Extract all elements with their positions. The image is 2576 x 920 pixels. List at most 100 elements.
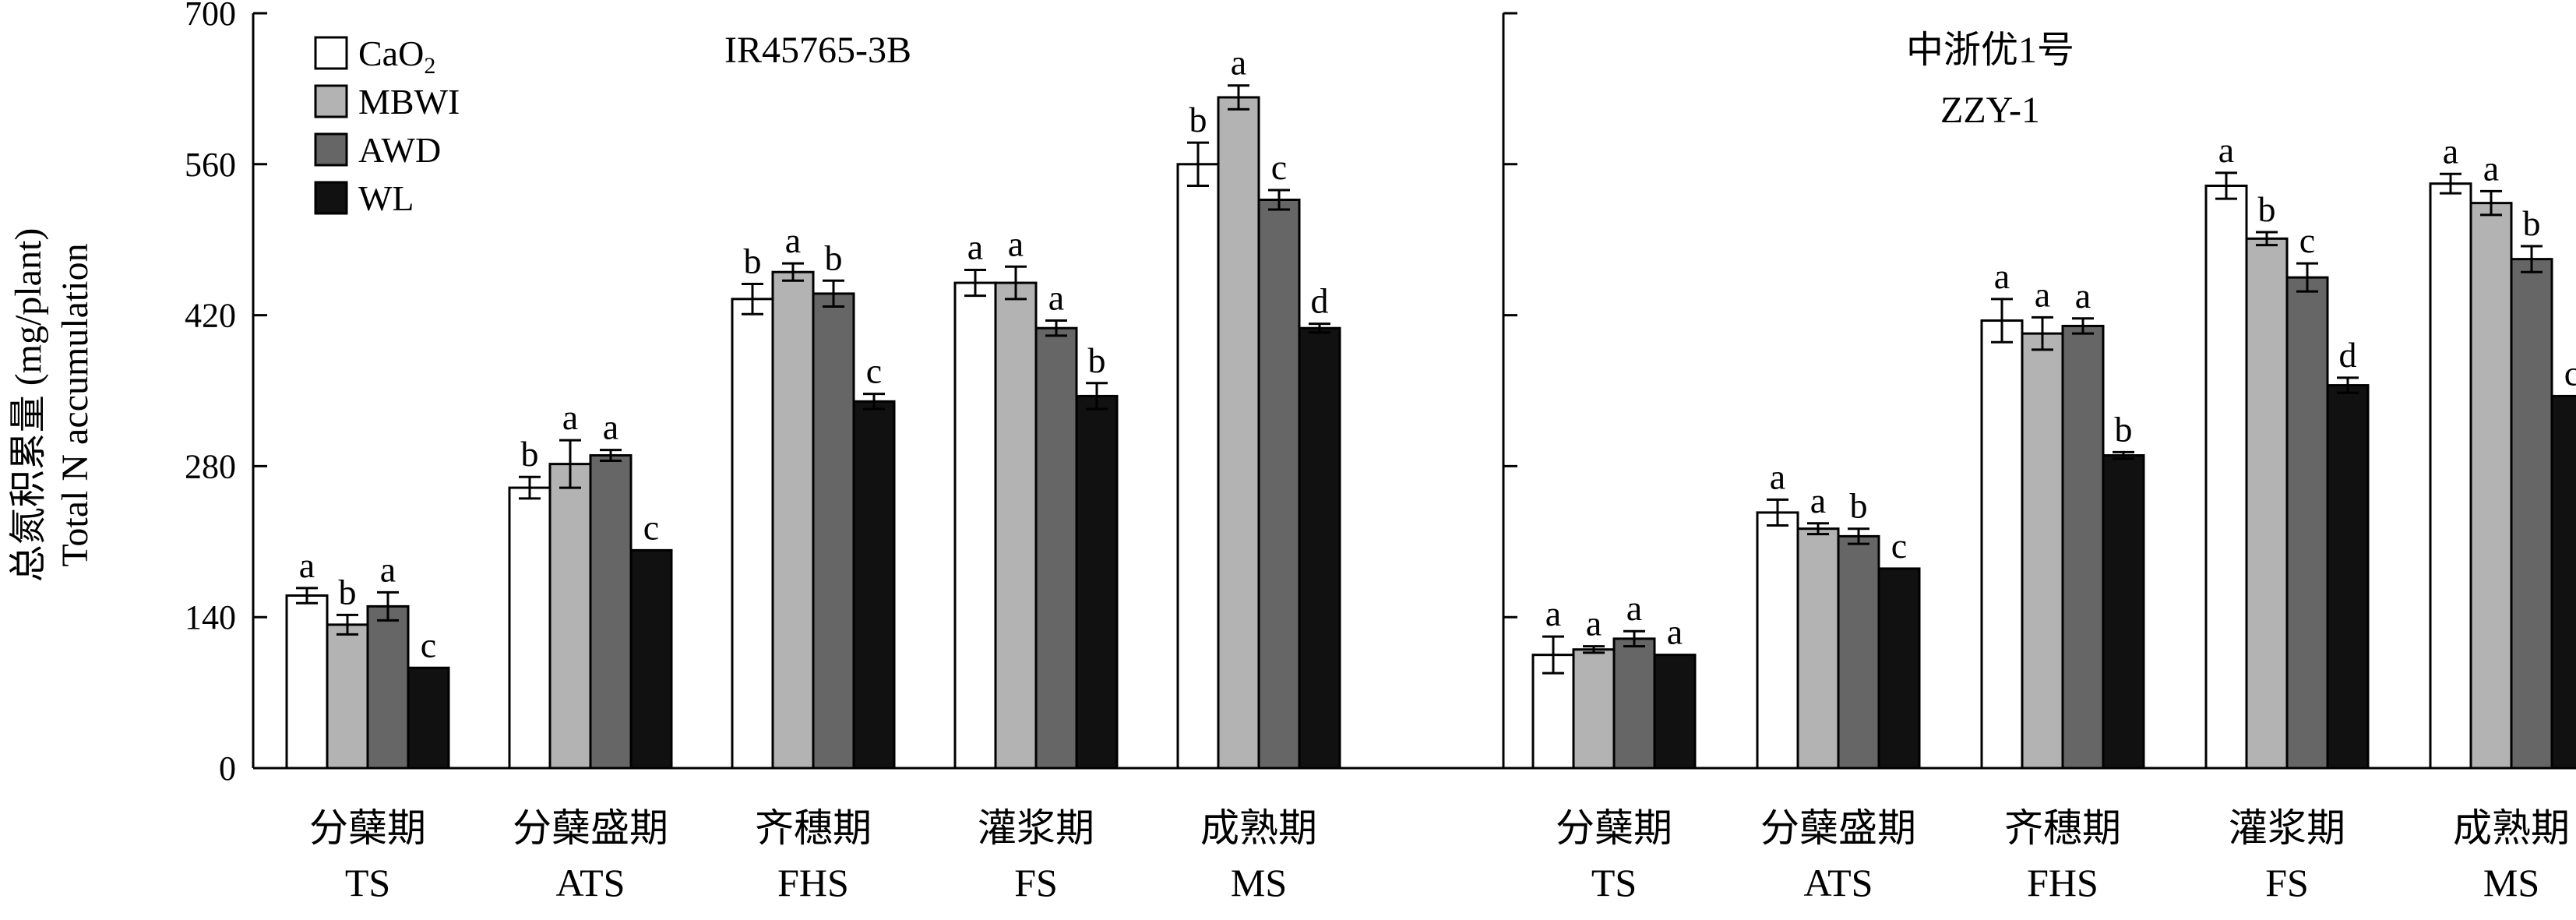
- panel1-bar-awd-ts: [366, 605, 410, 770]
- panel1-category-label-en: MS: [1231, 861, 1287, 904]
- panel1-bar-cao2-ts: [285, 594, 329, 770]
- panel1-significance-letter: c: [643, 507, 659, 547]
- panel1-bar-cao2-fs: [953, 281, 997, 770]
- panel2-bar-awd-ms: [2510, 258, 2553, 770]
- panel1-significance-letter: a: [785, 220, 801, 260]
- panel2-significance-letter: a: [1770, 456, 1785, 496]
- panel2-significance-letter: a: [1667, 612, 1683, 652]
- panel2-significance-letter: b: [2258, 189, 2276, 229]
- panel2-category-label-cn: 分蘖盛期: [1760, 806, 1916, 850]
- y-tick-label: 560: [185, 146, 236, 184]
- panel1-significance-letter: a: [562, 397, 578, 437]
- panel1-category-label-en: FS: [1014, 861, 1058, 904]
- y-tick-label: 700: [185, 0, 236, 33]
- panel2-bar-wl-ts: [1653, 654, 1697, 770]
- panel1-significance-letter: d: [1311, 281, 1329, 321]
- panel1-category-label-cn: 分蘖盛期: [513, 806, 668, 850]
- panel1-significance-letter: b: [1088, 340, 1106, 380]
- panel1-significance-letter: a: [1008, 224, 1024, 263]
- legend-label-1: MBWI: [358, 82, 460, 122]
- panel2-significance-letter: a: [1810, 481, 1826, 520]
- panel1-category-label-en: FHS: [777, 861, 849, 904]
- panel1-bar-mbwi-ats: [548, 463, 592, 770]
- panel2-significance-letter: a: [1545, 594, 1561, 633]
- panel2-title: 中浙优1号: [1906, 30, 2074, 71]
- panel2-significance-letter: b: [2523, 203, 2541, 243]
- panel2-category-label-en: FS: [2265, 861, 2309, 904]
- panel2-bar-awd-fhs: [2061, 324, 2105, 770]
- panel2-bar-awd-fs: [2285, 276, 2329, 770]
- panel2-bar-cao2-ats: [1756, 511, 1799, 770]
- panel1-category-label-en: TS: [345, 861, 390, 904]
- panel2-significance-letter: a: [2075, 276, 2091, 315]
- legend-label-text: WL: [358, 178, 414, 218]
- panel2-significance-letter: b: [2115, 409, 2133, 449]
- panel2-bar-cao2-fhs: [1980, 319, 2024, 770]
- panel1-significance-letter: c: [1271, 147, 1287, 187]
- panel2-significance-letter: c: [2564, 353, 2576, 393]
- panel2-significance-letter: a: [2035, 274, 2050, 314]
- panel2-bar-wl-ats: [1877, 567, 1921, 770]
- panel1-significance-letter: b: [339, 572, 357, 612]
- legend-swatch-3: [314, 181, 348, 215]
- panel1-bar-mbwi-ts: [326, 623, 369, 770]
- panel2-bar-mbwi-ats: [1796, 527, 1840, 770]
- panel1-significance-letter: a: [603, 407, 618, 447]
- panel1-bar-awd-fhs: [812, 292, 855, 770]
- panel2-bar-cao2-ms: [2429, 182, 2472, 770]
- panel1-bar-mbwi-ms: [1217, 96, 1260, 770]
- panel2-bar-mbwi-fhs: [2021, 332, 2064, 770]
- legend-label-text: MBWI: [358, 82, 460, 122]
- panel1-bar-wl-ats: [629, 548, 673, 770]
- panel1-significance-letter: a: [299, 545, 315, 585]
- panel1-significance-letter: b: [825, 238, 843, 277]
- panel1-bar-wl-fs: [1075, 394, 1119, 770]
- panel1-bar-wl-ms: [1298, 326, 1341, 770]
- panel1-title: IR45765-3B: [724, 30, 911, 71]
- panel1-significance-letter: a: [1231, 43, 1246, 83]
- panel2-bar-awd-ats: [1837, 534, 1880, 770]
- panel1-significance-letter: a: [380, 549, 396, 589]
- panel1-bar-awd-ats: [589, 454, 633, 770]
- legend-label-subscript: 2: [424, 53, 435, 79]
- legend-label-text: CaO: [358, 33, 424, 73]
- legend-label-3: WL: [358, 178, 414, 218]
- panel2-title: ZZY-1: [1940, 90, 2040, 131]
- panel2-significance-letter: c: [2299, 220, 2315, 260]
- panel2-significance-letter: a: [2483, 148, 2499, 188]
- panel1-significance-letter: a: [1048, 278, 1064, 318]
- panel2-bar-mbwi-ms: [2469, 202, 2513, 770]
- panel1-bar-mbwi-fs: [994, 281, 1038, 770]
- panel2-category-label-en: TS: [1591, 861, 1637, 904]
- panel2-significance-letter: a: [1994, 256, 2010, 296]
- panel1-significance-letter: b: [744, 241, 762, 280]
- panel1-significance-letter: c: [866, 351, 882, 391]
- panel1-category-label-cn: 成熟期: [1200, 806, 1317, 850]
- panel2-category-label-en: ATS: [1804, 861, 1873, 904]
- panel1-bar-cao2-fhs: [731, 298, 774, 770]
- panel2-bar-awd-ts: [1612, 637, 1656, 770]
- panel2-bar-wl-fhs: [2102, 454, 2145, 770]
- legend-swatch-0: [314, 36, 348, 70]
- y-tick-label: 420: [185, 297, 236, 335]
- panel1-bar-wl-fhs: [852, 400, 896, 770]
- legend-swatch-1: [314, 84, 348, 118]
- panel2-bar-wl-ms: [2550, 394, 2576, 770]
- y-tick-label: 140: [185, 598, 236, 636]
- panel1-bar-cao2-ats: [508, 486, 551, 770]
- panel1-bar-wl-ts: [407, 666, 450, 770]
- panel2-significance-letter: b: [1850, 486, 1868, 526]
- panel2-bar-mbwi-fs: [2245, 237, 2289, 770]
- panel1-category-label-cn: 分蘖期: [309, 806, 426, 850]
- panel2-significance-letter: a: [1626, 588, 1642, 628]
- panel1-bar-awd-ms: [1257, 198, 1301, 770]
- panel2-category-label-en: FHS: [2027, 861, 2099, 904]
- panel2-significance-letter: d: [2339, 335, 2357, 375]
- legend-swatch-2: [314, 132, 348, 167]
- panel1-significance-letter: c: [421, 625, 436, 664]
- panel2-category-label-cn: 齐穗期: [2004, 806, 2121, 850]
- y-axis-label-en: Total N accumulation: [55, 243, 96, 566]
- y-tick-label: 280: [185, 447, 236, 485]
